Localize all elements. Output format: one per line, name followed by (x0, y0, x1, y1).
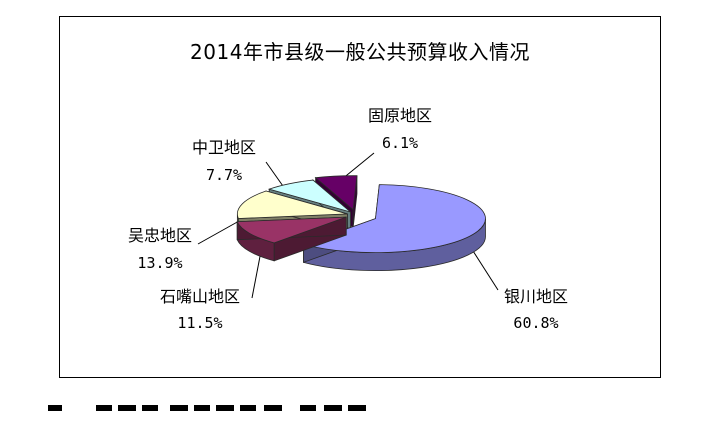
slice-label: 中卫地区 (192, 138, 256, 157)
slice-label: 银川地区 (504, 287, 568, 306)
cropped-text-strip (0, 395, 728, 422)
slice-top (302, 184, 486, 254)
slice-top (267, 179, 351, 213)
pie-slice (236, 216, 347, 262)
slice-top (314, 175, 358, 211)
slice-top (236, 190, 348, 219)
chart-frame (59, 16, 661, 378)
chart-title: 2014年市县级一般公共预算收入情况 (190, 40, 530, 64)
slice-label: 吴忠地区 (128, 226, 192, 245)
slice-value-label: 11.5% (177, 314, 222, 332)
slice-label: 固原地区 (368, 106, 432, 125)
pie-slice (302, 184, 486, 272)
pie-slices (236, 175, 486, 272)
slice-value-label: 7.7% (206, 166, 242, 184)
slice-label: 石嘴山地区 (160, 287, 240, 306)
slice-value-label: 60.8% (513, 314, 558, 332)
slice-value-label: 6.1% (382, 134, 418, 152)
slice-value-label: 13.9% (137, 254, 182, 272)
data-labels: 银川地区 60.8% 石嘴山地区 11.5% 吴忠地区 13.9% 中卫地区 7.7% 固原地区… (128, 106, 568, 332)
slice-top (236, 216, 347, 244)
